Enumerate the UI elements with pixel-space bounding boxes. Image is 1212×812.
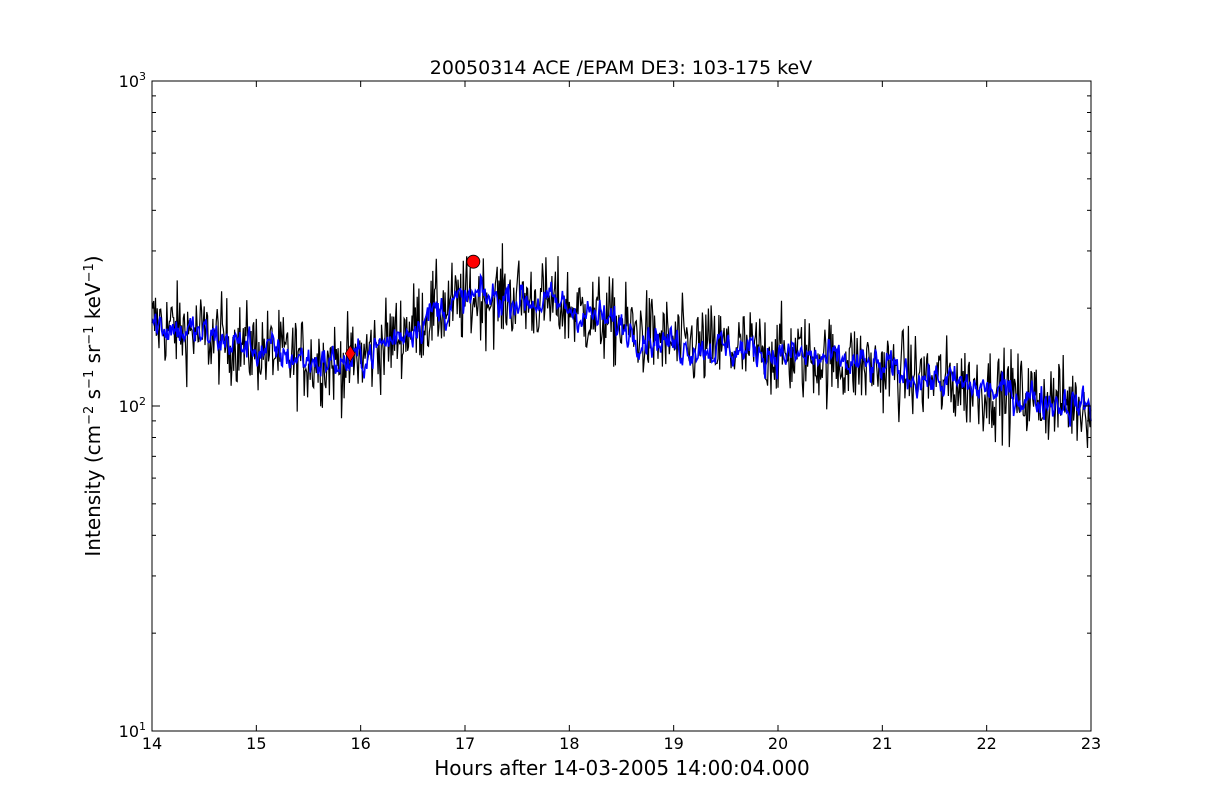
x-tick-label: 15 xyxy=(246,734,266,753)
x-tick-label: 16 xyxy=(350,734,370,753)
x-tick-label: 18 xyxy=(559,734,579,753)
event-marker-circle xyxy=(466,254,481,269)
x-axis-label: Hours after 14-03-2005 14:00:04.000 xyxy=(434,756,810,780)
plot-frame xyxy=(151,80,1092,732)
series-line-smoothed xyxy=(151,272,1092,427)
y-tick-label: 101 xyxy=(119,720,146,741)
x-tick-label: 23 xyxy=(1081,734,1101,753)
y-tick-label: 103 xyxy=(119,70,146,91)
y-axis-label: Intensity (cm−2 s−1 sr−1 keV−1) xyxy=(81,255,105,556)
chart-title: 20050314 ACE /EPAM DE3: 103-175 keV xyxy=(430,57,812,79)
y-tick-label: 102 xyxy=(119,395,146,416)
plot-area xyxy=(151,243,1092,449)
x-tick-label: 20 xyxy=(768,734,788,753)
x-tick-label: 22 xyxy=(976,734,996,753)
x-tick-label: 14 xyxy=(142,734,162,753)
x-tick-label: 17 xyxy=(455,734,475,753)
series-line-raw xyxy=(151,243,1092,449)
event-marker-diamond xyxy=(344,344,356,363)
x-tick-label: 19 xyxy=(663,734,683,753)
x-tick-label: 21 xyxy=(872,734,892,753)
x-axis: 14 15 16 17 18 19 20 21 22 23 xyxy=(142,81,1101,753)
y-axis: 101 102 103 xyxy=(119,70,1091,741)
